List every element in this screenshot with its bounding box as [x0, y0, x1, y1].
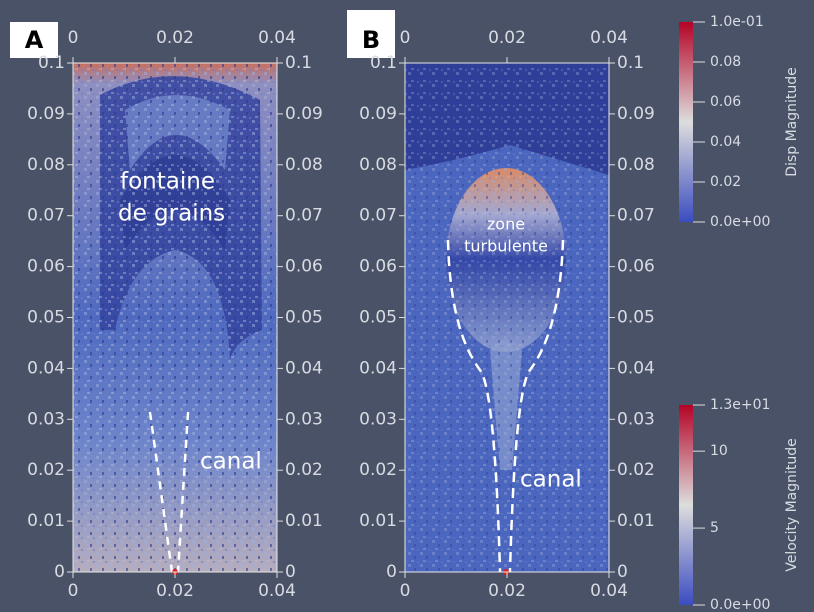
y-tick-label: 0.1	[617, 53, 644, 73]
y-tick-label: 0.07	[617, 206, 655, 226]
panel-label: B	[362, 26, 380, 54]
x-tick-label: 0.02	[156, 28, 194, 48]
colorbar-tick-label: 0.08	[710, 54, 741, 70]
colorbar-tick-label: 0.0e+00	[710, 214, 770, 230]
y-tick-label: 0.01	[359, 511, 397, 531]
y-tick-label: 0.04	[285, 358, 323, 378]
y-tick-label: 0.07	[27, 206, 65, 226]
colorbar-title: Disp Magnitude	[784, 67, 800, 176]
panel-a-field	[73, 63, 277, 575]
y-tick-label: 0.02	[27, 460, 65, 480]
y-tick-label: 0.1	[38, 53, 65, 73]
y-tick-label: 0.02	[617, 460, 655, 480]
annotation: turbulente	[464, 237, 548, 256]
y-tick-label: 0.05	[617, 308, 655, 328]
y-tick-label: 0.1	[370, 53, 397, 73]
panel-b-field	[405, 63, 609, 575]
y-tick-label: 0.07	[359, 206, 397, 226]
y-tick-label: 0.06	[617, 257, 655, 277]
x-tick-label: 0.04	[258, 28, 296, 48]
x-tick-label: 0	[400, 581, 411, 601]
x-tick-label: 0.02	[156, 581, 194, 601]
x-tick-label: 0.02	[488, 581, 526, 601]
colorbar	[679, 405, 693, 605]
x-tick-label: 0.04	[258, 581, 296, 601]
x-tick-label: 0.04	[590, 581, 628, 601]
y-tick-label: 0.03	[359, 409, 397, 429]
colorbar-tick-label: 0.0e+00	[710, 597, 770, 612]
annotation: zone	[487, 215, 525, 234]
y-tick-label: 0.08	[27, 155, 65, 175]
colorbar-tick-label: 0.04	[710, 134, 741, 150]
colorbar	[679, 22, 693, 222]
y-tick-label: 0.02	[359, 460, 397, 480]
colorbar-tick-label: 1.3e+01	[710, 397, 770, 413]
panel-label: A	[25, 26, 44, 54]
x-tick-label: 0.04	[590, 28, 628, 48]
x-tick-label: 0	[68, 581, 79, 601]
y-tick-label: 0	[285, 562, 296, 582]
y-tick-label: 0.08	[285, 155, 323, 175]
y-tick-label: 0.01	[27, 511, 65, 531]
y-tick-label: 0.09	[617, 104, 655, 124]
y-tick-label: 0.09	[359, 104, 397, 124]
y-tick-label: 0	[617, 562, 628, 582]
y-tick-label: 0.05	[359, 308, 397, 328]
y-tick-label: 0.01	[285, 511, 323, 531]
colorbar-tick-label: 10	[710, 443, 728, 459]
colorbar-tick-label: 5	[710, 520, 719, 536]
y-tick-label: 0	[386, 562, 397, 582]
y-tick-label: 0.07	[285, 206, 323, 226]
y-tick-label: 0.06	[285, 257, 323, 277]
y-tick-label: 0.06	[359, 257, 397, 277]
y-tick-label: 0.04	[617, 358, 655, 378]
y-tick-label: 0.03	[617, 409, 655, 429]
x-tick-label: 0.02	[488, 28, 526, 48]
y-tick-label: 0.06	[27, 257, 65, 277]
colorbar-tick-label: 0.06	[710, 94, 741, 110]
annotation: canal	[200, 449, 262, 475]
y-tick-label: 0.03	[27, 409, 65, 429]
colorbar-title: Velocity Magnitude	[784, 438, 800, 572]
x-tick-label: 0	[400, 28, 411, 48]
y-tick-label: 0.02	[285, 460, 323, 480]
annotation: de grains	[118, 201, 225, 227]
figure: A B fontaine de grains canal zone turbul…	[0, 0, 814, 612]
y-tick-label: 0.05	[27, 308, 65, 328]
colorbar-tick-label: 1.0e-01	[710, 14, 764, 30]
y-tick-label: 0.08	[617, 155, 655, 175]
y-tick-label: 0.05	[285, 308, 323, 328]
y-tick-label: 0.04	[359, 358, 397, 378]
y-tick-label: 0.09	[285, 104, 323, 124]
y-tick-label: 0.1	[285, 53, 312, 73]
annotation: canal	[520, 467, 582, 493]
colorbar-tick-label: 0.02	[710, 174, 741, 190]
y-tick-label: 0	[54, 562, 65, 582]
y-tick-label: 0.09	[27, 104, 65, 124]
y-tick-label: 0.03	[285, 409, 323, 429]
annotation: fontaine	[120, 169, 215, 195]
y-tick-label: 0.01	[617, 511, 655, 531]
y-tick-label: 0.04	[27, 358, 65, 378]
x-tick-label: 0	[68, 28, 79, 48]
y-tick-label: 0.08	[359, 155, 397, 175]
